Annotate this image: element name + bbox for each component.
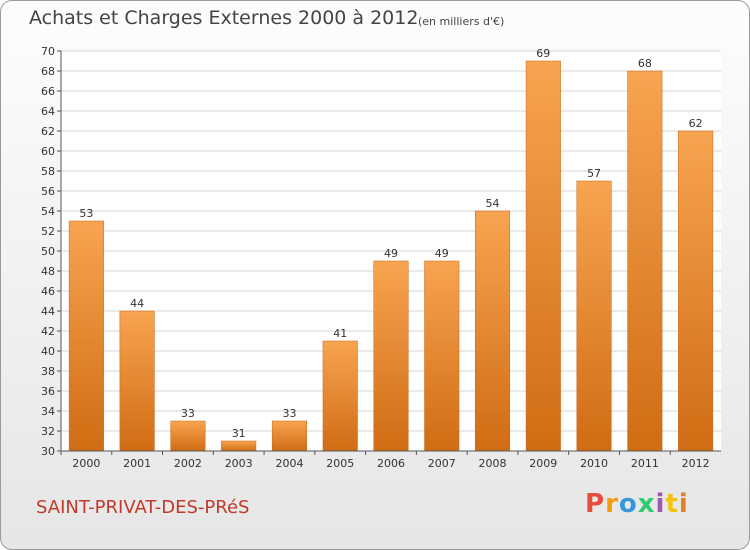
y-tick-label: 70 <box>41 45 55 58</box>
x-tick-label-2006: 2006 <box>377 457 405 470</box>
x-tick-label-2001: 2001 <box>123 457 151 470</box>
x-tick-label-2004: 2004 <box>275 457 303 470</box>
x-tick-label-2009: 2009 <box>529 457 557 470</box>
logo-letter: P <box>585 489 606 519</box>
data-label-2004: 33 <box>282 407 296 420</box>
data-label-2006: 49 <box>384 247 398 260</box>
y-tick-label: 56 <box>41 185 55 198</box>
y-tick-label: 58 <box>41 165 55 178</box>
x-tick-label-2010: 2010 <box>580 457 608 470</box>
x-tick-label-2008: 2008 <box>479 457 507 470</box>
bar-2001 <box>119 310 155 452</box>
logo-letter: r <box>605 489 619 519</box>
bar-2006 <box>373 260 409 452</box>
y-tick-label: 36 <box>41 385 55 398</box>
data-label-2000: 53 <box>79 207 93 220</box>
bar-2011 <box>627 70 663 452</box>
chart-title: Achats et Charges Externes 2000 à 2012 <box>29 7 419 29</box>
bar-2004 <box>271 420 307 452</box>
y-tick-label: 38 <box>41 365 55 378</box>
x-tick-label-2007: 2007 <box>428 457 456 470</box>
proxiti-logo[interactable]: Proxiti <box>585 489 689 519</box>
x-tick-label-2000: 2000 <box>72 457 100 470</box>
y-tick-label: 64 <box>41 105 55 118</box>
x-tick-label-2012: 2012 <box>682 457 710 470</box>
x-tick-label-2005: 2005 <box>326 457 354 470</box>
y-tick-label: 50 <box>41 245 55 258</box>
chart-subtitle: (en milliers d'€) <box>418 15 505 28</box>
y-tick-label: 32 <box>41 425 55 438</box>
data-label-2003: 31 <box>232 427 246 440</box>
y-tick-label: 62 <box>41 125 55 138</box>
data-label-2002: 33 <box>181 407 195 420</box>
data-label-2005: 41 <box>333 327 347 340</box>
logo-letter: x <box>637 489 656 519</box>
data-label-2012: 62 <box>689 117 703 130</box>
bar-2010 <box>576 180 612 452</box>
logo-letter: i <box>655 489 666 519</box>
data-label-2007: 49 <box>435 247 449 260</box>
x-tick-label-2011: 2011 <box>631 457 659 470</box>
y-tick-label: 48 <box>41 265 55 278</box>
bar-2012 <box>678 130 714 452</box>
y-tick-label: 44 <box>41 305 55 318</box>
data-label-2001: 44 <box>130 297 144 310</box>
bar-2003 <box>221 440 257 452</box>
bar-2000 <box>68 220 104 452</box>
y-axis: 30 32 34 36 38 40 42 44 46 48 50 52 54 56 58 60 62 64 66 68… <box>41 45 62 458</box>
bar-2007 <box>424 260 460 452</box>
y-tick-label: 68 <box>41 65 55 78</box>
bars: 53 44 33 31 33 41 49 49 54 69 57 68 62 <box>68 47 714 452</box>
data-label-2011: 68 <box>638 57 652 70</box>
x-tick-label-2003: 2003 <box>225 457 253 470</box>
bar-2008 <box>475 210 511 452</box>
bar-2009 <box>525 60 561 452</box>
x-tick-label-2002: 2002 <box>174 457 202 470</box>
y-tick-label: 42 <box>41 325 55 338</box>
y-tick-label: 46 <box>41 285 55 298</box>
y-tick-label: 60 <box>41 145 55 158</box>
data-label-2008: 54 <box>486 197 500 210</box>
y-tick-label: 66 <box>41 85 55 98</box>
town-name: SAINT-PRIVAT-DES-PRéS <box>36 497 250 518</box>
logo-letter: t <box>665 489 679 519</box>
bar-2002 <box>170 420 206 452</box>
logo-letter: o <box>618 489 638 519</box>
data-label-2010: 57 <box>587 167 601 180</box>
x-axis: 2000 2001 2002 2003 2004 2005 2006 2007 2008 2009… <box>60 450 721 470</box>
logo-letter: i <box>678 489 689 519</box>
y-tick-label: 52 <box>41 225 55 238</box>
y-tick-label: 30 <box>41 445 55 458</box>
bar-2005 <box>322 340 358 452</box>
y-tick-label: 34 <box>41 405 55 418</box>
y-tick-label: 54 <box>41 205 55 218</box>
data-label-2009: 69 <box>536 47 550 60</box>
y-tick-label: 40 <box>41 345 55 358</box>
